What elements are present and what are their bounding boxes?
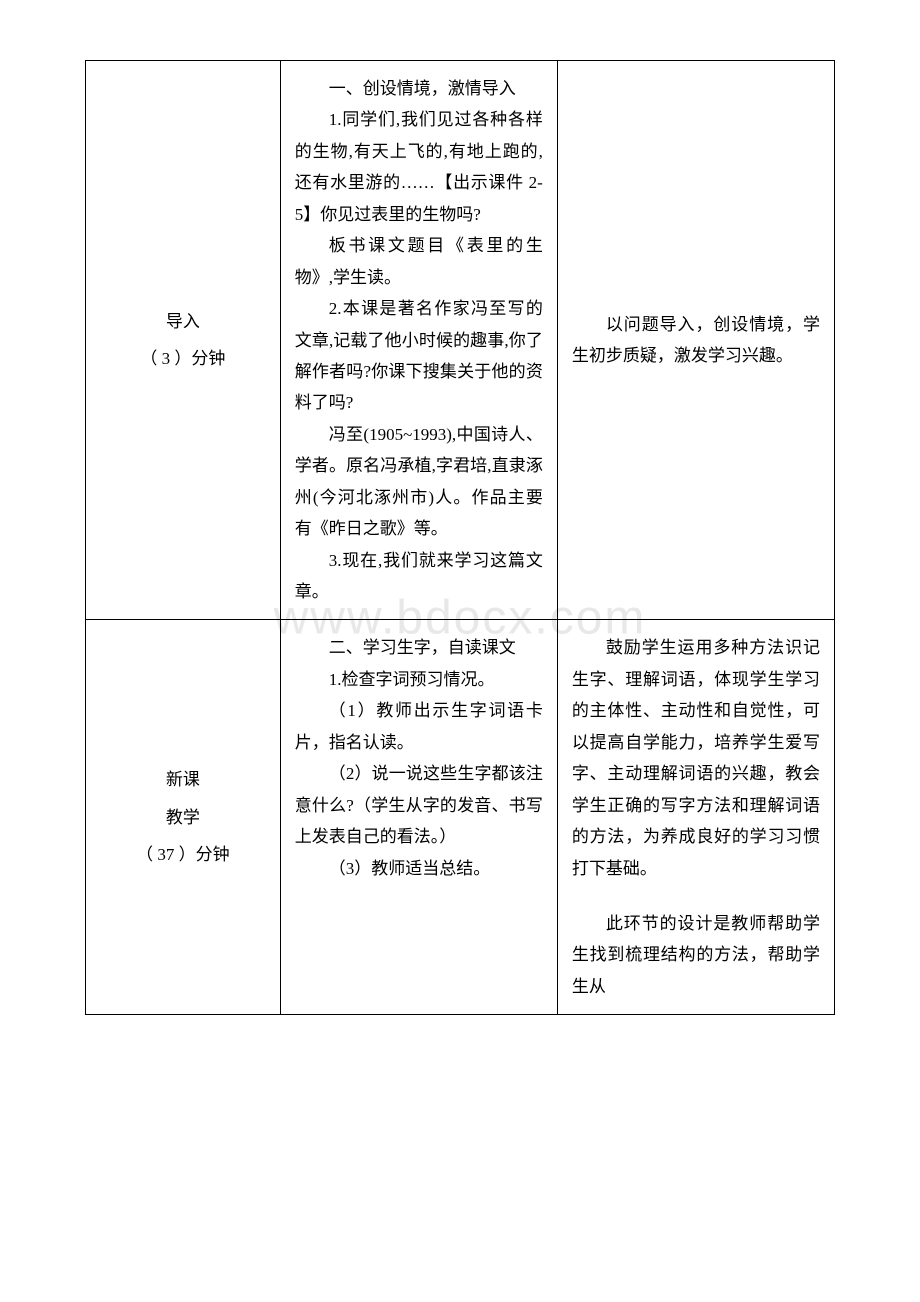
content-heading: 一、创设情境，激情导入 (295, 73, 543, 104)
section-title: 教学 (100, 799, 266, 836)
note-cell: 以问题导入，创设情境，学生初步质疑，激发学习兴趣。 (557, 61, 834, 620)
section-duration: （ 37 ）分钟 (100, 836, 266, 873)
content-paragraph: （2）说一说这些生字都该注意什么?（学生从字的发音、书写上发表自己的看法。） (295, 758, 543, 852)
lesson-plan-table: 导入 （ 3 ）分钟 一、创设情境，激情导入 1.同学们,我们见过各种各样的生物… (85, 60, 835, 1015)
note-paragraph: 此环节的设计是教师帮助学生找到梳理结构的方法，帮助学生从 (572, 908, 820, 1002)
content-cell: 二、学习生字，自读课文 1.检查字词预习情况。 （1）教师出示生字词语卡片，指名… (280, 620, 557, 1015)
content-paragraph: 3.现在,我们就来学习这篇文章。 (295, 545, 543, 608)
note-cell: 鼓励学生运用多种方法识记生字、理解词语，体现学生学习的主体性、主动性和自觉性，可… (557, 620, 834, 1015)
content-paragraph: 1.同学们,我们见过各种各样的生物,有天上飞的,有地上跑的,还有水里游的……【出… (295, 104, 543, 230)
content-heading: 二、学习生字，自读课文 (295, 632, 543, 663)
content-paragraph: （3）教师适当总结。 (295, 853, 543, 884)
content-paragraph: 冯至(1905~1993),中国诗人、学者。原名冯承植,字君培,直隶涿州(今河北… (295, 419, 543, 545)
content-paragraph: 2.本课是著名作家冯至写的文章,记载了他小时候的趣事,你了解作者吗?你课下搜集关… (295, 293, 543, 419)
content-paragraph: 1.检查字词预习情况。 (295, 664, 543, 695)
table-row: 新课 教学 （ 37 ）分钟 二、学习生字，自读课文 1.检查字词预习情况。 （… (86, 620, 835, 1015)
content-cell: 一、创设情境，激情导入 1.同学们,我们见过各种各样的生物,有天上飞的,有地上跑… (280, 61, 557, 620)
section-title: 导入 (100, 303, 266, 340)
section-duration: （ 3 ）分钟 (100, 340, 266, 377)
table-row: 导入 （ 3 ）分钟 一、创设情境，激情导入 1.同学们,我们见过各种各样的生物… (86, 61, 835, 620)
section-cell: 导入 （ 3 ）分钟 (86, 61, 281, 620)
content-paragraph: 板书课文题目《表里的生物》,学生读。 (295, 230, 543, 293)
section-cell: 新课 教学 （ 37 ）分钟 (86, 620, 281, 1015)
note-paragraph: 以问题导入，创设情境，学生初步质疑，激发学习兴趣。 (572, 309, 820, 372)
section-title: 新课 (100, 761, 266, 798)
content-paragraph: （1）教师出示生字词语卡片，指名认读。 (295, 695, 543, 758)
note-paragraph: 鼓励学生运用多种方法识记生字、理解词语，体现学生学习的主体性、主动性和自觉性，可… (572, 632, 820, 884)
